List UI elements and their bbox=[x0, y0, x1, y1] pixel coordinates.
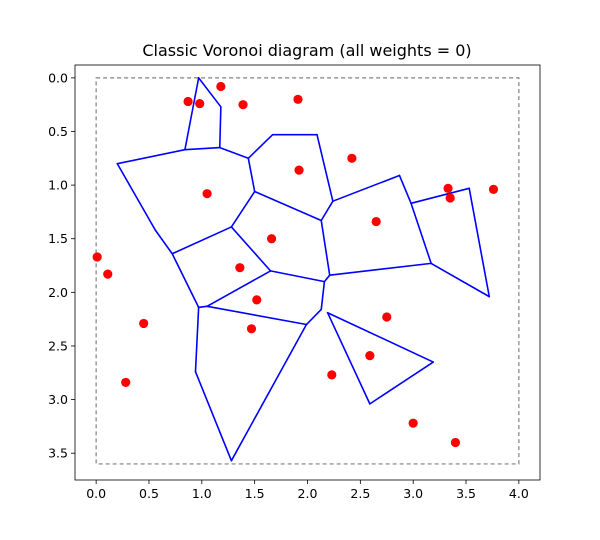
y-axis: 0.0 0.5 1.0 1.5 2.0 2.5 3.0 3.5 bbox=[48, 70, 75, 461]
voronoi-edge bbox=[154, 229, 174, 255]
voronoi-edge bbox=[247, 157, 256, 193]
voronoi-edge bbox=[326, 311, 371, 405]
x-tick-label: 1.5 bbox=[245, 486, 265, 501]
voronoi-edge bbox=[197, 305, 208, 309]
site-point bbox=[450, 437, 461, 448]
voronoi-edge bbox=[171, 226, 233, 255]
y-tick-label: 2.0 bbox=[48, 285, 68, 300]
voronoi-edge bbox=[430, 262, 491, 298]
x-tick-label: 4.0 bbox=[509, 486, 529, 501]
site-point bbox=[92, 252, 102, 262]
voronoi-edge bbox=[253, 190, 323, 222]
voronoi-edge bbox=[194, 370, 233, 462]
voronoi-edge bbox=[410, 202, 432, 265]
site-point bbox=[294, 165, 304, 175]
y-tick-label: 2.5 bbox=[48, 338, 68, 353]
site-point bbox=[235, 263, 245, 273]
x-tick-label: 3.0 bbox=[403, 486, 423, 501]
voronoi-edge bbox=[468, 187, 491, 298]
x-tick-label: 0.0 bbox=[86, 486, 106, 501]
site-point bbox=[252, 295, 262, 305]
voronoi-edge bbox=[410, 187, 470, 205]
voronoi-edge bbox=[206, 270, 272, 308]
site-point bbox=[238, 100, 248, 110]
voronoi-edge bbox=[218, 146, 250, 160]
site-point bbox=[443, 183, 453, 193]
y-tick-label: 0.0 bbox=[48, 70, 68, 85]
y-tick-label: 3.5 bbox=[48, 446, 68, 461]
voronoi-edge bbox=[328, 262, 432, 276]
x-tick-label: 0.5 bbox=[139, 486, 159, 501]
voronoi-edge bbox=[320, 280, 326, 311]
bounding-box bbox=[95, 77, 520, 465]
voronoi-edge bbox=[116, 148, 186, 165]
site-point bbox=[266, 234, 277, 244]
site-point bbox=[216, 81, 226, 92]
y-tick-label: 3.0 bbox=[48, 392, 68, 407]
site-point bbox=[347, 153, 357, 163]
voronoi-edge bbox=[369, 361, 435, 405]
x-tick-label: 2.0 bbox=[298, 486, 318, 501]
x-tick-label: 1.0 bbox=[192, 486, 212, 501]
site-point bbox=[327, 370, 337, 380]
y-tick-label: 1.0 bbox=[48, 178, 68, 193]
site-point bbox=[408, 418, 418, 428]
voronoi-edges-layer bbox=[116, 77, 491, 462]
voronoi-edge bbox=[326, 311, 435, 363]
voronoi-edge bbox=[230, 323, 308, 462]
site-point bbox=[293, 94, 303, 104]
voronoi-edge bbox=[398, 174, 412, 205]
site-point bbox=[488, 184, 499, 194]
site-point bbox=[195, 99, 205, 109]
site-point bbox=[121, 377, 131, 388]
voronoi-edge bbox=[305, 308, 323, 326]
voronoi-edge bbox=[332, 174, 401, 202]
site-point bbox=[202, 189, 212, 199]
x-tick-label: 3.5 bbox=[456, 486, 476, 501]
site-point bbox=[246, 324, 257, 334]
voronoi-edge bbox=[206, 305, 308, 326]
site-point bbox=[139, 318, 149, 329]
chart-title: Classic Voronoi diagram (all weights = 0… bbox=[142, 41, 471, 60]
plot-frame bbox=[74, 64, 541, 481]
voronoi-edge bbox=[316, 133, 334, 202]
voronoi-edge bbox=[320, 200, 334, 222]
voronoi-edge bbox=[184, 77, 200, 151]
voronoi-edge bbox=[247, 133, 274, 160]
voronoi-edge bbox=[230, 190, 256, 228]
voronoi-edge bbox=[116, 162, 157, 231]
bounding-box-layer bbox=[95, 77, 520, 465]
voronoi-sites-layer bbox=[92, 81, 499, 448]
site-point bbox=[183, 96, 193, 107]
site-point bbox=[103, 269, 113, 279]
voronoi-edge bbox=[320, 219, 331, 276]
x-axis: 0.0 0.5 1.0 1.5 2.0 2.5 3.0 3.5 4.0 bbox=[86, 480, 529, 501]
voronoi-edge bbox=[194, 306, 200, 373]
y-tick-label: 1.5 bbox=[48, 231, 68, 246]
voronoi-edge bbox=[230, 226, 272, 272]
x-tick-label: 2.5 bbox=[350, 486, 370, 501]
voronoi-edge bbox=[218, 106, 222, 149]
voronoi-edge bbox=[197, 77, 222, 108]
site-point bbox=[445, 193, 455, 203]
site-point bbox=[365, 351, 375, 361]
site-point bbox=[382, 312, 392, 322]
voronoi-edge bbox=[171, 252, 200, 309]
voronoi-edge bbox=[184, 146, 221, 151]
site-point bbox=[371, 216, 381, 227]
y-tick-label: 0.5 bbox=[48, 124, 68, 139]
voronoi-edge bbox=[323, 274, 331, 283]
voronoi-edge bbox=[269, 270, 326, 283]
